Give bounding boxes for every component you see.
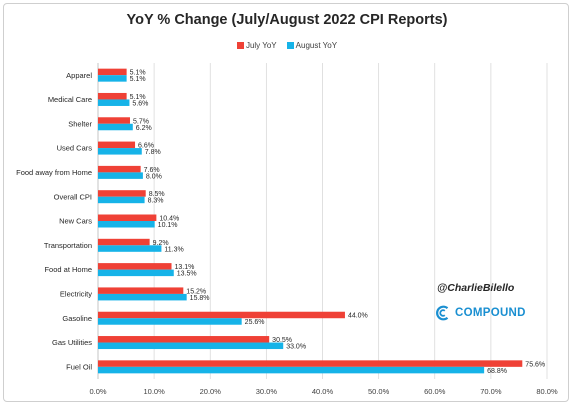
watermark: @CharlieBilello COMPOUND xyxy=(435,282,526,322)
category-label: Gasoline xyxy=(62,314,92,323)
bar-august xyxy=(98,172,143,179)
category-label: Electricity xyxy=(60,290,92,299)
bar-july xyxy=(98,336,270,343)
data-label-august: 15.8% xyxy=(190,295,210,302)
legend-swatch-august xyxy=(286,42,294,49)
data-label-august: 8.3% xyxy=(148,198,164,205)
x-tick-label: 80.0% xyxy=(536,387,558,396)
x-tick-label: 40.0% xyxy=(312,387,334,396)
legend-label-july: July YoY xyxy=(245,41,277,50)
bar-july xyxy=(98,190,146,197)
data-label-august: 33.0% xyxy=(286,344,306,351)
data-label-july: 75.6% xyxy=(525,361,545,368)
data-label-july: 6.6% xyxy=(138,143,154,150)
bar-august xyxy=(98,99,130,106)
bar-august xyxy=(98,196,145,204)
category-label: Used Cars xyxy=(57,144,93,153)
data-label-july: 7.6% xyxy=(144,167,160,174)
x-tick-label: 0.0% xyxy=(89,387,106,396)
x-tick-label: 10.0% xyxy=(143,387,165,396)
data-label-august: 7.8% xyxy=(145,149,161,156)
chart-legend: July YoY August YoY xyxy=(0,41,574,50)
bar-july xyxy=(98,92,127,100)
bar-august xyxy=(98,221,155,228)
bar-august xyxy=(98,148,142,155)
chart-frame xyxy=(3,3,569,402)
bar-july xyxy=(98,311,345,319)
data-label-august: 68.8% xyxy=(487,368,507,375)
legend-item-july: July YoY xyxy=(236,41,277,50)
bar-august xyxy=(98,269,174,277)
data-label-august: 11.3% xyxy=(164,246,183,253)
bar-july xyxy=(98,165,141,173)
chart-title: YoY % Change (July/August 2022 CPI Repor… xyxy=(126,12,448,28)
x-tick-label: 50.0% xyxy=(368,387,390,396)
bar-august xyxy=(98,318,242,325)
x-tick-label: 20.0% xyxy=(200,387,222,396)
data-label-july: 30.5% xyxy=(272,337,292,344)
data-label-august: 5.6% xyxy=(132,100,148,107)
bar-august xyxy=(98,123,133,131)
bar-august xyxy=(98,366,485,374)
data-label-july: 15.2% xyxy=(186,288,206,295)
data-label-august: 25.6% xyxy=(245,319,265,326)
bar-july xyxy=(98,68,127,76)
category-label: Food away from Home xyxy=(16,168,92,177)
data-label-july: 5.1% xyxy=(130,94,146,101)
bar-august xyxy=(98,342,284,350)
data-label-july: 8.5% xyxy=(149,191,165,198)
legend-swatch-july xyxy=(236,42,244,49)
category-label: Shelter xyxy=(68,119,92,128)
legend-item-august: August YoY xyxy=(286,41,338,50)
category-label: Medical Care xyxy=(48,95,92,104)
bar-july xyxy=(98,360,523,367)
legend-label-august: August YoY xyxy=(295,41,338,50)
author-handle: @CharlieBilello xyxy=(437,282,515,294)
data-label-july: 9.2% xyxy=(153,240,169,247)
data-label-august: 10.1% xyxy=(158,222,178,229)
x-tick-label: 60.0% xyxy=(424,387,446,396)
bar-july xyxy=(98,141,136,149)
data-label-july: 13.1% xyxy=(175,264,195,271)
bar-august xyxy=(98,245,162,252)
bar-august xyxy=(98,293,187,301)
category-label: Food at Home xyxy=(44,265,92,274)
category-label: Apparel xyxy=(66,71,92,80)
bar-july xyxy=(98,263,172,270)
compound-brand-label: COMPOUND xyxy=(455,307,526,319)
compound-logo-icon xyxy=(436,305,449,321)
bar-july xyxy=(98,238,150,246)
bar-july xyxy=(98,287,184,294)
category-label: Fuel Oil xyxy=(66,362,92,371)
data-label-august: 6.2% xyxy=(136,125,152,132)
data-label-july: 5.1% xyxy=(130,70,146,77)
category-label: New Cars xyxy=(59,217,92,226)
data-label-august: 13.5% xyxy=(177,271,197,278)
category-label: Overall CPI xyxy=(54,192,92,201)
category-label: Gas Utilities xyxy=(52,338,92,347)
bar-july xyxy=(98,117,130,124)
compound-brand: COMPOUND xyxy=(435,304,526,322)
data-label-august: 5.1% xyxy=(130,76,146,83)
x-tick-label: 70.0% xyxy=(480,387,502,396)
x-tick-label: 30.0% xyxy=(256,387,278,396)
data-label-july: 10.4% xyxy=(159,216,179,223)
data-label-august: 8.0% xyxy=(146,173,162,180)
data-label-july: 5.7% xyxy=(133,118,149,125)
data-label-july: 44.0% xyxy=(348,313,368,320)
category-label: Transportation xyxy=(44,241,92,250)
bar-august xyxy=(98,75,127,82)
bar-july xyxy=(98,214,157,221)
